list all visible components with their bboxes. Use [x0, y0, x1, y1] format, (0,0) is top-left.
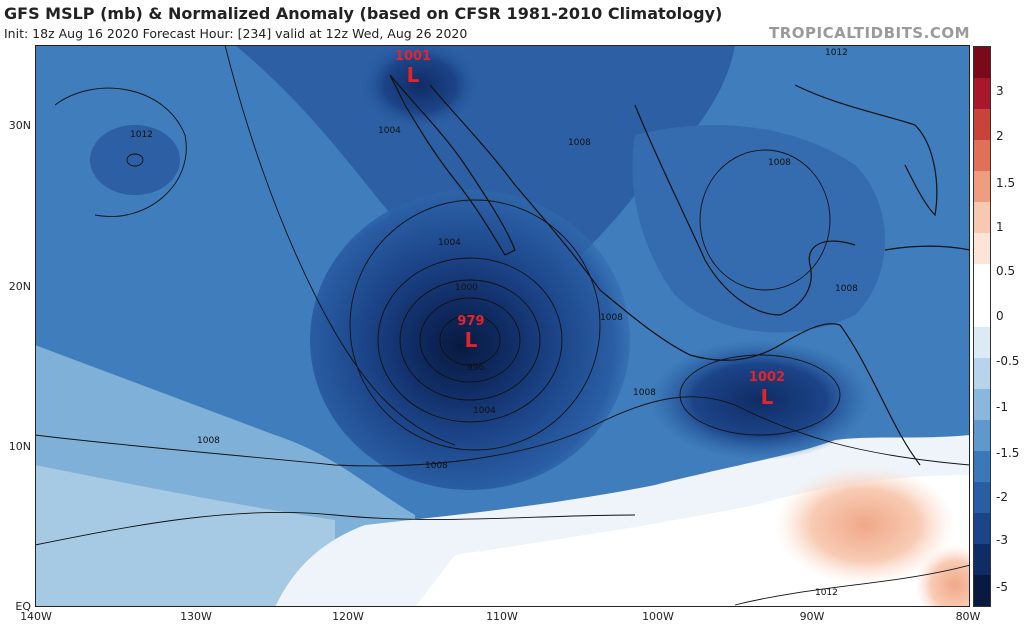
- lon-label-140w: 140W: [20, 610, 52, 623]
- anomaly-colorbar: [973, 46, 991, 607]
- colorbar-segment: [974, 326, 990, 359]
- isobar-1012-south: [35, 511, 636, 546]
- colorbar-label: -5: [996, 580, 1008, 594]
- colorbar-label: 2: [996, 129, 1004, 143]
- isobar-label: 1008: [633, 388, 656, 398]
- colorbar-segment: [974, 357, 990, 390]
- anomaly-region-north: [235, 45, 735, 305]
- colorbar-label: 3: [996, 84, 1004, 98]
- isobar-label: 1008: [197, 436, 220, 446]
- coastline-florida: [794, 84, 938, 217]
- colorbar-segment: [974, 264, 990, 296]
- anomaly-region-sw2: [35, 465, 335, 607]
- isobar-1008-central: [679, 354, 841, 436]
- coastline-mexico: [389, 74, 921, 466]
- lon-label-120w: 120W: [332, 610, 364, 623]
- colorbar-segment: [974, 295, 990, 327]
- isobar-label: 1012: [815, 588, 838, 598]
- map-subtitle: Init: 18z Aug 16 2020 Forecast Hour: [23…: [4, 26, 468, 41]
- isobar-979-4: [377, 257, 563, 423]
- isobar-1008-west: [224, 45, 456, 446]
- colorbar-label: -0.5: [996, 354, 1020, 368]
- lon-label-90w: 90W: [799, 610, 825, 623]
- isobar-label: 996: [467, 363, 484, 373]
- colorbar-segment: [974, 388, 990, 421]
- lat-label-30n: 30N: [8, 119, 31, 132]
- isobar-1008-wide: [35, 396, 970, 467]
- low-value-979: 979: [457, 314, 484, 329]
- isobar-label: 1008: [600, 313, 623, 323]
- colorbar-label: -1: [996, 400, 1008, 414]
- colorbar-label: 1: [996, 220, 1004, 234]
- isobar-label: 1012: [130, 130, 153, 140]
- isobar-label: 1004: [473, 406, 496, 416]
- colorbar-segment: [974, 171, 990, 203]
- colorbar-segment: [974, 574, 990, 607]
- colorbar-segment: [974, 78, 990, 110]
- isobar-979-3: [399, 279, 541, 401]
- low-symbol-979: L: [465, 328, 478, 352]
- isobar-1012-west: [54, 87, 187, 217]
- credit-watermark: TROPICALTIDBITS.COM: [769, 24, 970, 42]
- colorbar-segment: [974, 543, 990, 576]
- lon-label-100w: 100W: [642, 610, 674, 623]
- warm-anomaly-sw: [915, 545, 970, 607]
- colorbar-segment: [974, 481, 990, 514]
- map-frame: [35, 45, 970, 607]
- low-value-1001: 1001: [395, 49, 431, 64]
- isobar-label: 1000: [455, 283, 478, 293]
- anomaly-region-gulf: [632, 125, 885, 333]
- lon-label-130w: 130W: [180, 610, 212, 623]
- low-core-1002: [650, 340, 870, 460]
- colorbar-segment: [974, 450, 990, 483]
- isobar-1012-far: [734, 564, 970, 606]
- low-symbol-1001: L: [407, 63, 420, 87]
- isobar-label: 1012: [825, 48, 848, 58]
- low-core-nw: [90, 125, 180, 195]
- map-title: GFS MSLP (mb) & Normalized Anomaly (base…: [4, 4, 723, 23]
- isobar-1008-gulf: [699, 149, 831, 291]
- isobars: [35, 45, 970, 606]
- isobar-nw-core: [126, 153, 144, 167]
- low-symbol-1002: L: [761, 385, 774, 409]
- colorbar-segment: [974, 233, 990, 265]
- lon-label-110w: 110W: [486, 610, 518, 623]
- colorbar-label: 1.5: [996, 176, 1016, 190]
- isobar-979-inner: [439, 314, 501, 366]
- isobar-label: 1008: [425, 461, 448, 471]
- colorbar-label: -1.5: [996, 446, 1020, 460]
- isobar-label: 1008: [568, 138, 591, 148]
- colorbar-label: -3: [996, 533, 1008, 547]
- colorbar-segment: [974, 512, 990, 545]
- pressure-anomaly-map: 1012 1004 1008 1004 1000 996 1004 1008 1…: [35, 45, 970, 607]
- lat-label-eq: EQ: [15, 600, 31, 613]
- colorbar-segment: [974, 419, 990, 452]
- isobar-label: 1008: [768, 158, 791, 168]
- isobar-label: 1004: [378, 126, 401, 136]
- colorbar-label: 0.5: [996, 264, 1016, 278]
- isobar-label: 1008: [835, 284, 858, 294]
- warm-anomaly-panama: [775, 465, 955, 585]
- coastline-cuba: [884, 245, 970, 251]
- low-core-979: [310, 190, 630, 490]
- isobar-label: 1004: [438, 238, 461, 248]
- lat-label-10n: 10N: [8, 440, 31, 453]
- colorbar-segment: [974, 140, 990, 172]
- colorbar-segment: [974, 109, 990, 141]
- low-value-1002: 1002: [749, 370, 785, 385]
- colorbar-label: 0: [996, 309, 1004, 323]
- colorbar-segment: [974, 202, 990, 234]
- colorbar-segment: [974, 47, 990, 79]
- colorbar-label: -2: [996, 490, 1008, 504]
- lat-label-20n: 20N: [8, 280, 31, 293]
- isobar-979-2: [419, 297, 521, 383]
- lon-label-80w: 80W: [955, 610, 981, 623]
- isobar-1004: [349, 199, 601, 451]
